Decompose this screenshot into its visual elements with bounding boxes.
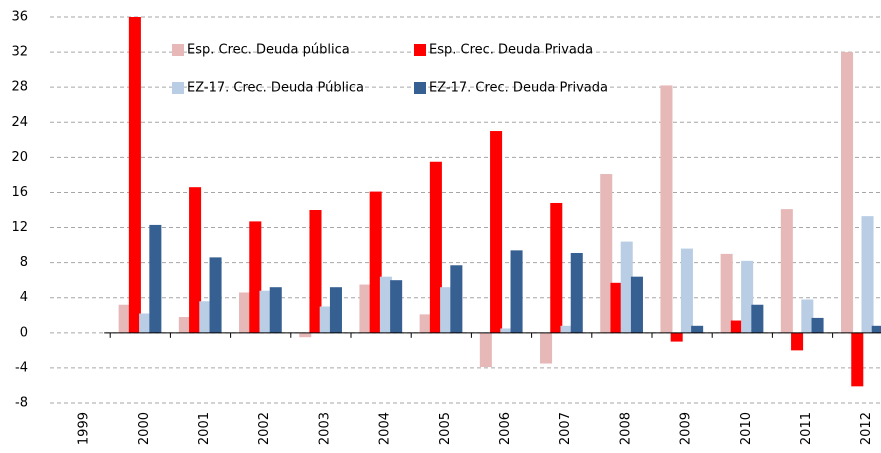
bar [730,320,743,333]
y-tick-label: 8 [20,255,28,270]
bar [139,313,152,333]
y-tick-label: 0 [20,325,28,340]
bar [861,216,874,333]
bar [801,299,814,333]
bar [500,328,513,333]
legend: Esp. Crec. Deuda pública Esp. Crec. Deuda… [172,43,608,96]
legend-label: Esp. Crec. Deuda pública [187,43,350,58]
bar [811,317,824,333]
bar [550,202,563,333]
bar [209,257,222,333]
bar [720,253,733,333]
bar [239,292,252,333]
bar [189,187,202,333]
x-tick-label: 2003 [317,412,332,445]
bar [178,317,191,333]
bar [249,221,262,333]
y-tick-label: 20 [11,150,28,165]
bar [540,332,553,364]
x-tick-label: 2005 [438,412,453,445]
bar [319,306,332,333]
x-tick-label: 2009 [679,412,694,445]
bar [570,252,583,333]
y-tick-label: 4 [20,290,28,305]
legend-swatch [172,44,184,56]
x-tick-label: 1999 [77,412,92,445]
bar [269,287,282,333]
legend-label: EZ-17. Crec. Deuda Pública [187,81,364,96]
bar [199,301,212,333]
bar [851,332,864,387]
bar [128,17,141,333]
bar [630,276,643,333]
bar [510,250,523,333]
bar [379,276,392,333]
y-tick-label: 12 [11,220,28,235]
bar [450,265,463,333]
y-tick-label: 32 [11,45,28,60]
bar [620,241,633,333]
bar [560,325,573,333]
bar [259,290,272,333]
x-tick-label: 2012 [859,412,874,445]
legend-swatch [414,82,426,94]
bar [490,131,503,333]
bar [390,280,403,333]
bar [791,332,804,351]
bars [118,17,881,387]
bar [299,332,312,338]
bar [440,287,453,333]
bar [329,287,342,333]
y-tick-label: 28 [11,80,28,95]
bar [309,210,322,333]
bar [660,85,673,333]
bar [419,314,432,333]
legend-swatch [172,82,184,94]
y-tick-label: 36 [11,10,28,25]
bar [600,174,613,333]
x-tick-label: 2002 [257,412,272,445]
y-tick-label: -4 [15,360,28,375]
bar [871,325,881,333]
y-tick-label: -8 [15,396,28,411]
x-tick-label: 2008 [618,412,633,445]
x-tick-label: 2010 [739,412,754,445]
bar [149,224,162,333]
bar [610,282,623,333]
y-tick-label: 16 [11,185,28,200]
legend-label: Esp. Crec. Deuda Privada [429,43,593,58]
grid [50,16,881,404]
bar [479,332,492,368]
bar [359,284,372,333]
bar [680,248,693,333]
legend-label: EZ-17. Crec. Deuda Privada [429,81,608,96]
axes: -8 -4 0 4 8 12 16 20 24 28 32 36 1999 2000 2001 2002 200… [11,10,881,445]
bar [670,332,683,342]
bar [369,191,382,333]
bar [751,304,764,333]
bar [429,161,442,333]
bar [691,325,704,333]
y-tick-label: 24 [11,115,28,130]
x-tick-label: 2006 [498,412,513,445]
x-tick-label: 2007 [558,412,573,445]
x-tick-label: 2000 [137,412,152,445]
legend-swatch [414,44,426,56]
bar [780,209,793,333]
x-tick-label: 2004 [378,412,393,445]
x-tick-label: 2001 [197,412,212,445]
x-tick-label: 2011 [799,412,814,445]
bar [741,260,754,333]
bar [841,52,854,333]
bar [118,304,131,333]
